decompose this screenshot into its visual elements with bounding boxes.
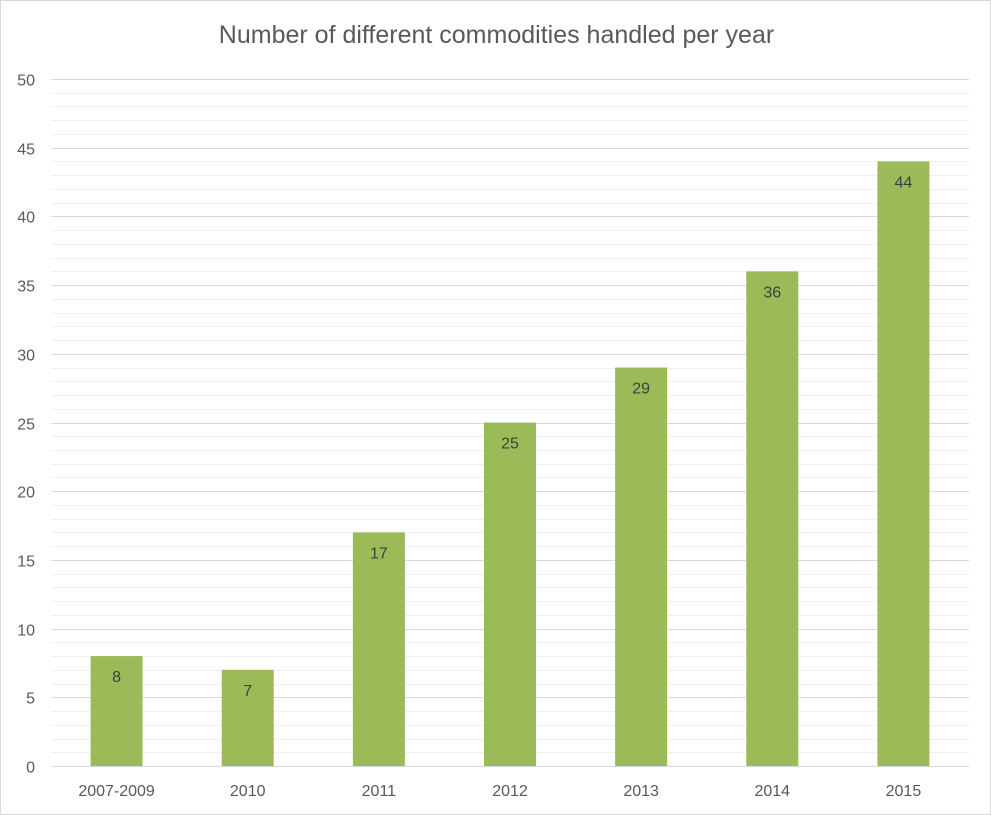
y-tick-label: 25 — [17, 417, 35, 434]
bar — [877, 161, 930, 766]
y-tick-label: 15 — [17, 554, 35, 571]
y-tick-label: 50 — [17, 73, 35, 90]
bar — [484, 422, 536, 766]
data-label: 7 — [243, 683, 252, 700]
bar — [615, 367, 668, 766]
bar — [221, 669, 274, 766]
data-label: 17 — [370, 545, 388, 562]
y-tick-label: 5 — [26, 691, 35, 708]
x-tick-label: 2011 — [362, 783, 397, 800]
y-tick-label: 40 — [17, 210, 35, 227]
data-label: 36 — [763, 284, 781, 301]
data-label: 25 — [501, 436, 519, 453]
data-label: 29 — [632, 381, 650, 398]
y-tick-label: 45 — [17, 142, 35, 159]
bar — [352, 532, 405, 766]
x-tick-label: 2012 — [492, 783, 528, 800]
x-tick-label: 2013 — [623, 783, 659, 800]
y-tick-label: 0 — [26, 760, 35, 777]
y-tick-label: 10 — [17, 623, 35, 640]
chart-title: Number of different commodities handled … — [218, 21, 775, 49]
x-tick-label: 2007-2009 — [78, 783, 155, 800]
x-tick-label: 2014 — [754, 783, 790, 800]
x-tick-label: 2010 — [230, 783, 266, 800]
y-tick-label: 30 — [17, 348, 35, 365]
data-label: 44 — [895, 174, 913, 191]
bar — [746, 271, 799, 766]
data-label: 8 — [112, 669, 121, 686]
y-tick-label: 20 — [17, 485, 35, 502]
x-tick-label: 2015 — [886, 783, 922, 800]
bar — [90, 656, 143, 766]
y-tick-label: 35 — [17, 279, 35, 296]
